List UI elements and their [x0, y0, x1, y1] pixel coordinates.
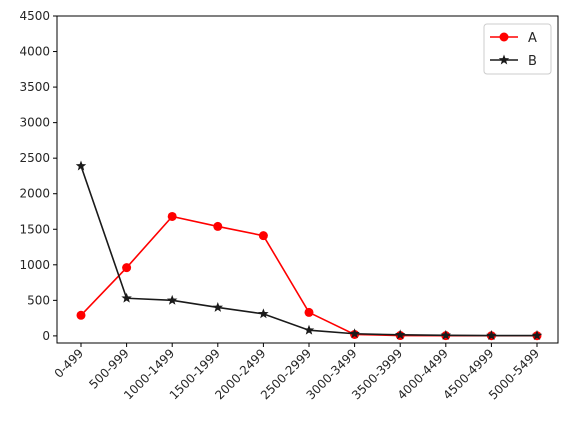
legend-label: B [528, 54, 537, 69]
data-point [394, 329, 406, 340]
y-tick-label: 1000 [19, 258, 50, 272]
data-point [440, 329, 452, 340]
legend: AB [483, 23, 552, 75]
series-layer [75, 160, 543, 341]
y-tick-label: 3500 [19, 80, 50, 94]
legend-entry: B [490, 54, 537, 69]
legend-marker [499, 32, 509, 42]
data-point [304, 307, 314, 317]
y-tick-label: 1500 [19, 222, 50, 236]
y-tick-label: 2500 [19, 151, 50, 165]
data-point [531, 330, 543, 340]
data-point [75, 160, 87, 171]
data-point [486, 330, 497, 340]
data-point [76, 310, 86, 320]
data-point [213, 221, 223, 231]
legend-entry: A [490, 31, 537, 46]
data-point [349, 328, 360, 339]
series-line [80, 215, 537, 337]
data-point [122, 263, 132, 273]
data-point [258, 308, 269, 319]
y-axis: 0 500 1000 1500 2000 2500 3000 3500 4000 4500 [19, 9, 57, 343]
data-point [121, 292, 132, 303]
y-tick-label: 0 [42, 329, 50, 343]
y-tick-label: 2000 [19, 187, 50, 201]
data-point [166, 294, 178, 305]
x-axis: 0-499 500-9991000-14991500-19992000-24992… [52, 343, 542, 402]
series-B [75, 160, 543, 340]
data-point [258, 231, 268, 241]
y-tick-label: 4500 [19, 9, 50, 23]
data-point [212, 301, 224, 312]
x-tick-label: 500-999 [86, 346, 131, 391]
y-tick-label: 500 [27, 293, 50, 307]
y-tick-label: 4000 [19, 45, 50, 59]
data-point [167, 211, 177, 221]
legend-box [483, 23, 552, 75]
legend-marker [498, 54, 510, 65]
data-point [303, 324, 315, 335]
y-tick-label: 3000 [19, 116, 50, 130]
x-tick-label: 0-499 [52, 346, 87, 381]
legend-label: A [528, 31, 537, 46]
series-A [76, 211, 542, 341]
plot-area [56, 15, 559, 344]
